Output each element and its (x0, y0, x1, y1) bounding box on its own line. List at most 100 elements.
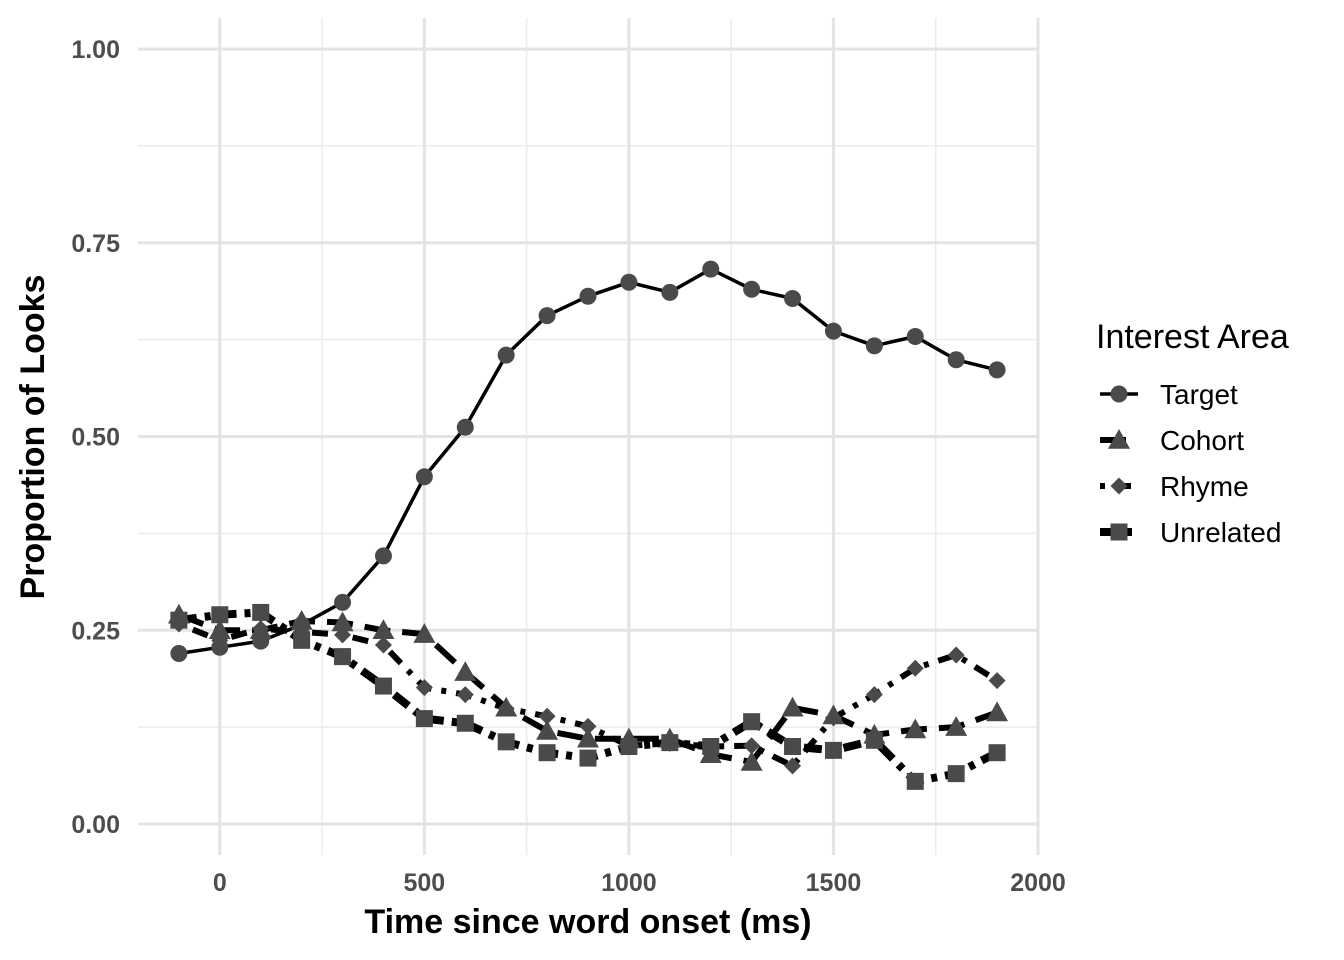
y-tick-label: 0.00 (71, 811, 120, 839)
data-point-target (538, 307, 556, 325)
data-point-cohort (208, 619, 231, 640)
legend-item-unrelated: Unrelated (1100, 517, 1281, 548)
data-point-rhyme (456, 686, 474, 704)
data-point-cohort (413, 623, 436, 643)
data-point-cohort (454, 661, 477, 681)
data-point-cohort (536, 720, 559, 740)
y-tick-label: 0.50 (71, 424, 120, 452)
data-point-target (702, 260, 720, 278)
legend-item-target: Target (1100, 379, 1238, 410)
y-tick-label: 0.25 (71, 617, 120, 645)
data-point-target (170, 645, 188, 662)
data-point-target (252, 632, 270, 650)
legend-label-unrelated: Unrelated (1160, 517, 1281, 548)
data-point-unrelated (293, 631, 311, 649)
legend-marker-cohort (1108, 429, 1130, 449)
data-point-cohort (740, 751, 763, 771)
legend-marker-rhyme (1110, 477, 1128, 495)
data-point-target (293, 616, 311, 634)
data-point-target (743, 280, 761, 298)
data-point-target (211, 638, 229, 656)
legend-label-cohort: Cohort (1160, 425, 1244, 456)
data-point-cohort (699, 743, 722, 764)
data-point-rhyme (415, 679, 433, 697)
x-tick-label: 0 (213, 869, 227, 897)
x-axis-title: Time since word onset (ms) (364, 903, 811, 941)
data-point-target (824, 322, 842, 340)
data-point-unrelated (374, 677, 392, 695)
data-point-target (579, 287, 597, 305)
data-point-rhyme (947, 646, 965, 664)
legend: Interest Area Target Cohort Rhyme Unrelated (1096, 318, 1289, 548)
data-point-target (947, 351, 965, 369)
y-tick-label: 0.75 (71, 230, 120, 258)
data-point-cohort (986, 701, 1009, 722)
data-point-rhyme (906, 659, 924, 677)
data-point-unrelated (497, 733, 515, 751)
y-tick-label: 1.00 (71, 36, 120, 64)
data-point-cohort (249, 619, 272, 640)
legend-label-target: Target (1160, 379, 1238, 410)
data-point-cohort (617, 727, 640, 748)
data-point-unrelated (988, 744, 1006, 762)
data-point-rhyme (784, 757, 802, 775)
data-point-cohort (945, 716, 968, 736)
data-point-cohort (904, 718, 927, 739)
data-point-target (620, 273, 638, 291)
legend-title: Interest Area (1096, 318, 1289, 356)
x-axis-ticks: 0 500 1000 1500 2000 (213, 869, 1066, 897)
data-point-target (865, 337, 883, 355)
series-points (167, 260, 1009, 790)
data-point-unrelated (211, 606, 229, 624)
x-tick-label: 1000 (601, 869, 657, 897)
data-point-unrelated (252, 603, 270, 621)
data-point-cohort (495, 696, 518, 717)
x-tick-label: 1500 (806, 869, 862, 897)
data-point-rhyme (538, 707, 556, 725)
data-point-unrelated (906, 772, 924, 790)
legend-item-cohort: Cohort (1100, 425, 1244, 456)
data-point-target (661, 283, 679, 301)
data-point-unrelated (947, 765, 965, 783)
data-point-target (456, 418, 474, 436)
data-point-unrelated (824, 741, 842, 759)
data-point-unrelated (334, 648, 352, 666)
data-point-cohort (577, 727, 599, 748)
data-point-unrelated (743, 713, 761, 731)
legend-marker-target (1110, 385, 1128, 403)
legend-item-rhyme: Rhyme (1100, 471, 1249, 502)
x-tick-label: 2000 (1010, 869, 1066, 897)
data-point-unrelated (784, 738, 802, 755)
data-point-rhyme (865, 686, 883, 704)
data-point-cohort (331, 611, 354, 632)
data-point-cohort (822, 704, 845, 725)
data-point-cohort (167, 603, 190, 624)
y-axis-title: Proportion of Looks (14, 275, 52, 600)
data-point-cohort (781, 696, 804, 717)
data-point-unrelated (579, 749, 597, 767)
data-point-target (497, 346, 515, 364)
x-tick-label: 500 (404, 869, 446, 897)
data-point-target (374, 547, 392, 565)
data-point-unrelated (538, 744, 556, 762)
data-point-rhyme (743, 737, 761, 755)
series-line-target (178, 267, 998, 656)
data-point-rhyme (374, 636, 392, 654)
data-point-target (334, 593, 352, 611)
data-point-target (415, 468, 433, 486)
data-point-target (988, 361, 1006, 379)
data-point-unrelated (456, 714, 474, 732)
series-layer (167, 260, 1009, 790)
data-point-rhyme (988, 672, 1006, 690)
legend-label-rhyme: Rhyme (1160, 471, 1249, 502)
data-point-rhyme (579, 717, 597, 735)
data-point-cohort (863, 723, 886, 744)
data-point-target (906, 328, 924, 346)
data-point-unrelated (415, 710, 433, 728)
data-point-cohort (658, 727, 681, 748)
data-point-target (784, 290, 802, 308)
y-axis-ticks: 0.00 0.25 0.50 0.75 1.00 (71, 36, 120, 839)
legend-marker-unrelated (1110, 523, 1128, 541)
data-point-cohort (372, 619, 395, 640)
